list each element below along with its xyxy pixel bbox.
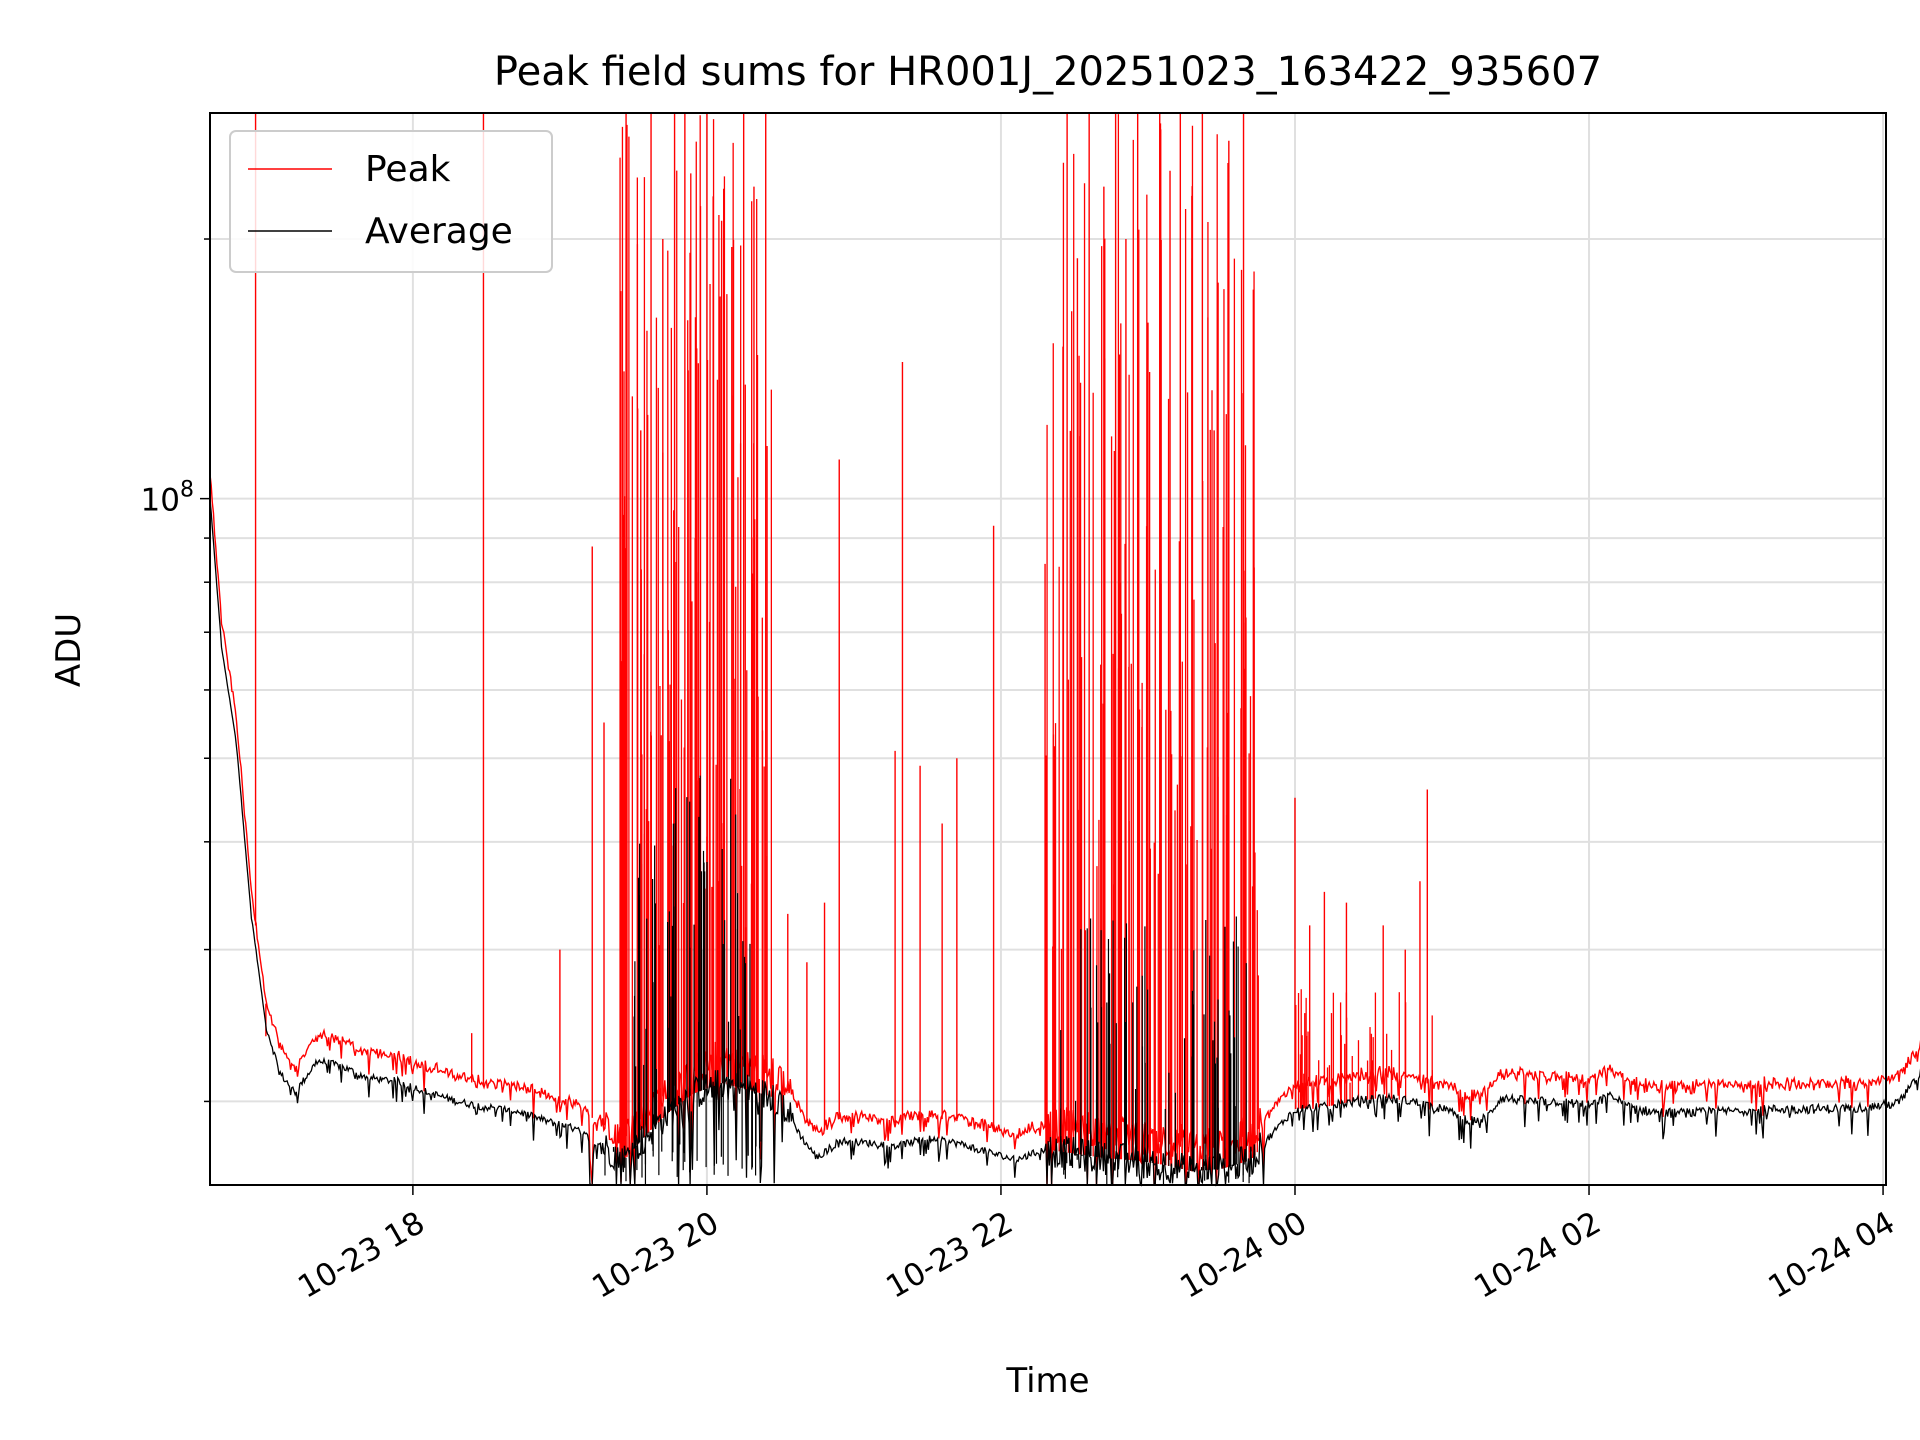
y-axis-label: ADU (49, 613, 89, 687)
y-tick-label-base: 10 (141, 483, 180, 519)
grid (210, 113, 1886, 1185)
x-axis-label: Time (1005, 1361, 1089, 1401)
average-line (209, 498, 1920, 1187)
plot-area-frame (209, 112, 1887, 1186)
y-tick-label-exponent: 8 (180, 478, 194, 503)
legend-peak-label: Peak (365, 149, 451, 190)
legend-average-label: Average (365, 211, 513, 252)
series-average (209, 498, 1920, 1187)
y-tick-label: 108 (141, 478, 194, 519)
legend: Peak Average (229, 130, 553, 273)
series-peak (209, 113, 1920, 1186)
chart-title: Peak field sums for HR001J_20251023_1634… (494, 49, 1602, 95)
legend-box (229, 130, 553, 273)
